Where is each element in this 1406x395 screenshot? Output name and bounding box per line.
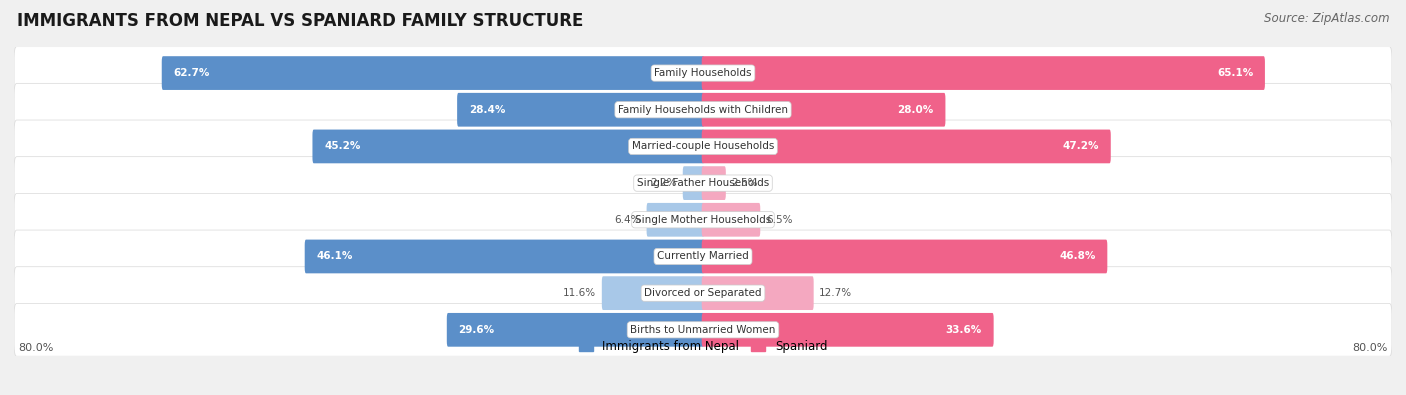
FancyBboxPatch shape xyxy=(162,56,704,90)
Text: Divorced or Separated: Divorced or Separated xyxy=(644,288,762,298)
Text: 62.7%: 62.7% xyxy=(173,68,209,78)
Text: 46.1%: 46.1% xyxy=(316,252,353,261)
FancyBboxPatch shape xyxy=(14,194,1392,246)
Text: Single Father Households: Single Father Households xyxy=(637,178,769,188)
Text: Source: ZipAtlas.com: Source: ZipAtlas.com xyxy=(1264,12,1389,25)
FancyBboxPatch shape xyxy=(702,240,1108,273)
Text: IMMIGRANTS FROM NEPAL VS SPANIARD FAMILY STRUCTURE: IMMIGRANTS FROM NEPAL VS SPANIARD FAMILY… xyxy=(17,12,583,30)
Text: 33.6%: 33.6% xyxy=(946,325,981,335)
Text: 2.5%: 2.5% xyxy=(731,178,758,188)
FancyBboxPatch shape xyxy=(457,93,704,127)
Text: 2.2%: 2.2% xyxy=(651,178,678,188)
Text: Births to Unmarried Women: Births to Unmarried Women xyxy=(630,325,776,335)
Text: Single Mother Households: Single Mother Households xyxy=(636,215,770,225)
FancyBboxPatch shape xyxy=(647,203,704,237)
Text: 6.4%: 6.4% xyxy=(614,215,641,225)
FancyBboxPatch shape xyxy=(14,303,1392,356)
Legend: Immigrants from Nepal, Spaniard: Immigrants from Nepal, Spaniard xyxy=(579,340,827,353)
FancyBboxPatch shape xyxy=(702,56,1265,90)
FancyBboxPatch shape xyxy=(702,276,814,310)
FancyBboxPatch shape xyxy=(702,130,1111,163)
Text: 29.6%: 29.6% xyxy=(458,325,495,335)
Text: 12.7%: 12.7% xyxy=(820,288,852,298)
FancyBboxPatch shape xyxy=(305,240,704,273)
FancyBboxPatch shape xyxy=(702,203,761,237)
Text: 28.4%: 28.4% xyxy=(468,105,505,115)
Text: 45.2%: 45.2% xyxy=(323,141,360,151)
FancyBboxPatch shape xyxy=(683,166,704,200)
Text: Family Households with Children: Family Households with Children xyxy=(619,105,787,115)
Text: Currently Married: Currently Married xyxy=(657,252,749,261)
Text: 11.6%: 11.6% xyxy=(562,288,596,298)
Text: 80.0%: 80.0% xyxy=(1353,342,1388,353)
Text: 6.5%: 6.5% xyxy=(766,215,793,225)
FancyBboxPatch shape xyxy=(14,230,1392,283)
FancyBboxPatch shape xyxy=(702,313,994,347)
FancyBboxPatch shape xyxy=(702,93,945,127)
FancyBboxPatch shape xyxy=(14,47,1392,100)
Text: 28.0%: 28.0% xyxy=(897,105,934,115)
FancyBboxPatch shape xyxy=(602,276,704,310)
Text: Married-couple Households: Married-couple Households xyxy=(631,141,775,151)
Text: 65.1%: 65.1% xyxy=(1218,68,1253,78)
Text: 47.2%: 47.2% xyxy=(1063,141,1099,151)
FancyBboxPatch shape xyxy=(14,83,1392,136)
FancyBboxPatch shape xyxy=(702,166,725,200)
Text: Family Households: Family Households xyxy=(654,68,752,78)
FancyBboxPatch shape xyxy=(14,120,1392,173)
FancyBboxPatch shape xyxy=(14,157,1392,209)
FancyBboxPatch shape xyxy=(14,267,1392,320)
Text: 80.0%: 80.0% xyxy=(18,342,53,353)
Text: 46.8%: 46.8% xyxy=(1059,252,1095,261)
FancyBboxPatch shape xyxy=(447,313,704,347)
FancyBboxPatch shape xyxy=(312,130,704,163)
